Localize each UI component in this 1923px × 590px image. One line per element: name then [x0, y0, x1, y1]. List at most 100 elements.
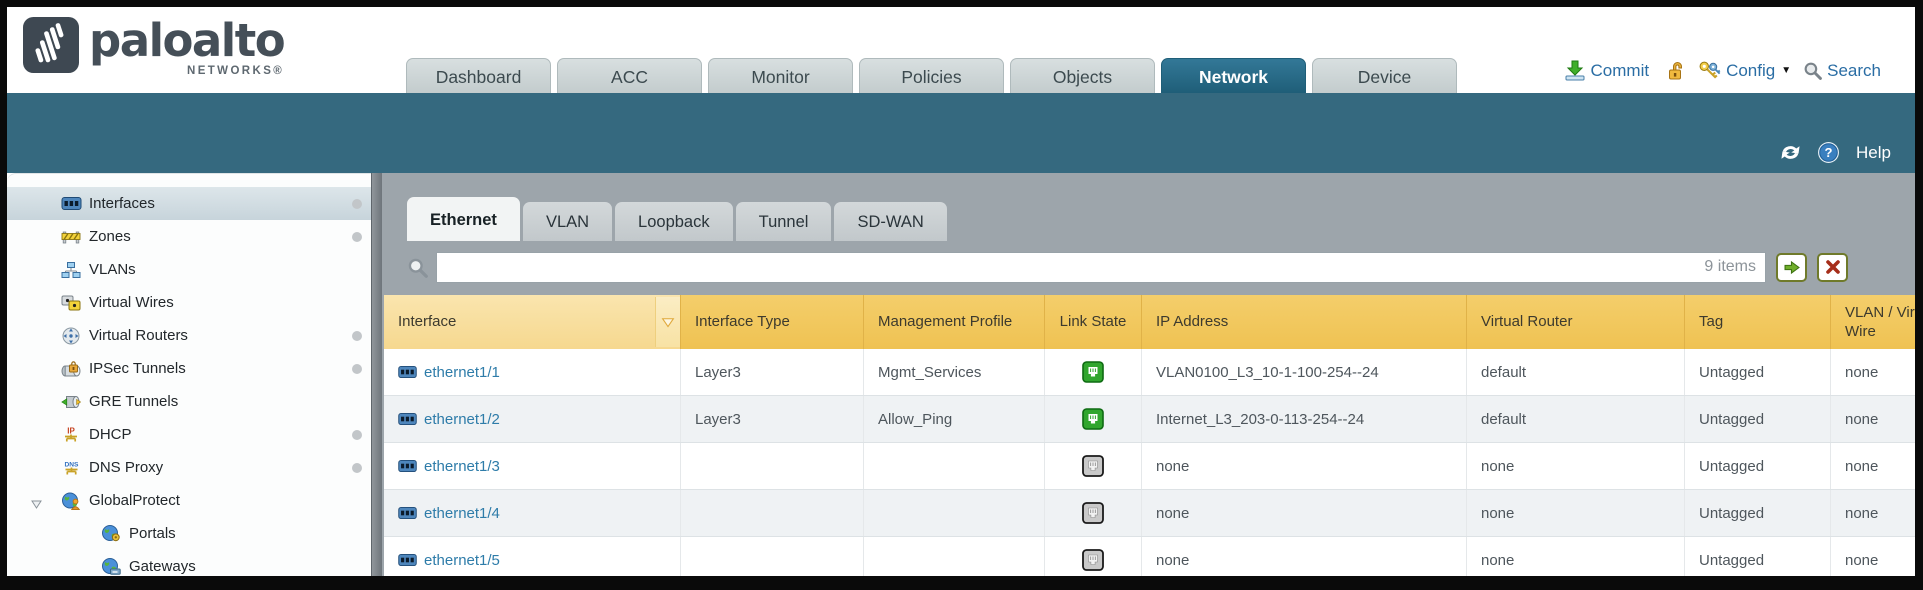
interface-link[interactable]: ethernet1/5 [424, 551, 500, 569]
sidebar-item-label: Interfaces [89, 195, 155, 212]
main-content: Ethernet VLAN Loopback Tunnel SD-WAN 9 items [382, 173, 1915, 576]
item-dot [352, 330, 362, 341]
cell-ip-address: none [1142, 490, 1467, 536]
table-row: ethernet1/5 none none Untagged none [384, 537, 1915, 576]
search-button[interactable]: Search [1827, 60, 1881, 80]
cell-link-state [1045, 396, 1142, 442]
gre-tunnels-icon [59, 394, 83, 410]
column-header-tag[interactable]: Tag [1685, 295, 1831, 349]
interface-link[interactable]: ethernet1/4 [424, 504, 500, 522]
config-keys-icon[interactable] [1698, 60, 1721, 81]
cell-vlan-virtual-wire: none [1831, 396, 1915, 442]
tab-network[interactable]: Network [1161, 58, 1306, 93]
top-nav-tabs: Dashboard ACC Monitor Policies Objects Networ… [406, 58, 1457, 93]
tab-policies[interactable]: Policies [859, 58, 1004, 93]
sidebar-item-label: Virtual Routers [89, 327, 188, 344]
help-icon[interactable]: ? [1817, 141, 1840, 164]
commit-icon[interactable] [1564, 60, 1586, 81]
column-header-management-profile[interactable]: Management Profile [864, 295, 1045, 349]
interface-link[interactable]: ethernet1/2 [424, 410, 500, 428]
subtab-ethernet[interactable]: Ethernet [407, 197, 520, 241]
cell-tag: Untagged [1685, 396, 1831, 442]
interface-link[interactable]: ethernet1/1 [424, 363, 500, 381]
column-header-interface-type[interactable]: Interface Type [681, 295, 864, 349]
cell-interface: ethernet1/5 [384, 537, 681, 576]
cell-management-profile: Mgmt_Services [864, 349, 1045, 395]
expand-triangle-icon[interactable] [31, 496, 42, 513]
column-header-interface[interactable]: Interface [384, 295, 681, 349]
sidebar-item-virtual-wires[interactable]: Virtual Wires [7, 286, 371, 319]
apply-filter-button[interactable] [1776, 252, 1807, 282]
svg-text:IP: IP [67, 426, 75, 435]
sidebar-item-virtual-routers[interactable]: Virtual Routers [7, 319, 371, 352]
subtab-sd-wan[interactable]: SD-WAN [834, 202, 947, 241]
sidebar-item-label: DHCP [89, 426, 132, 443]
top-actions: Commit Config ▼ Search [1564, 60, 1881, 81]
zones-icon [59, 229, 83, 245]
filter-input[interactable] [436, 251, 1766, 283]
cell-tag: Untagged [1685, 490, 1831, 536]
clear-filter-button[interactable] [1817, 252, 1848, 282]
link-state-unknown-icon [1082, 549, 1104, 571]
column-header-ip-address[interactable]: IP Address [1142, 295, 1467, 349]
sidebar-item-label: Virtual Wires [89, 294, 174, 311]
sidebar-item-gateways[interactable]: Gateways [7, 550, 371, 576]
cell-tag: Untagged [1685, 349, 1831, 395]
subtab-vlan[interactable]: VLAN [522, 202, 613, 241]
cell-link-state [1045, 537, 1142, 576]
sidebar-item-dns-proxy[interactable]: DNS DNS Proxy [7, 451, 371, 484]
help-link[interactable]: Help [1856, 142, 1891, 162]
cell-virtual-router: none [1467, 490, 1685, 536]
ethernet-port-icon [398, 554, 417, 566]
sidebar-item-portals[interactable]: Portals [7, 517, 371, 550]
lock-icon[interactable] [1667, 61, 1686, 81]
table-row: ethernet1/4 none none Untagged none [384, 490, 1915, 537]
column-menu-icon[interactable] [655, 297, 680, 347]
sidebar-item-zones[interactable]: Zones [7, 220, 371, 253]
ethernet-port-icon [398, 366, 417, 378]
interfaces-icon [59, 197, 83, 210]
brand-name: paloalto [89, 14, 286, 67]
cell-ip-address: none [1142, 443, 1467, 489]
interface-link[interactable]: ethernet1/3 [424, 457, 500, 475]
tab-dashboard[interactable]: Dashboard [406, 58, 551, 93]
globalprotect-icon [59, 492, 83, 510]
subtab-loopback[interactable]: Loopback [615, 202, 733, 241]
sidebar-item-interfaces[interactable]: Interfaces [7, 187, 371, 220]
cell-virtual-router: default [1467, 349, 1685, 395]
config-menu[interactable]: Config [1726, 60, 1776, 80]
column-header-link-state[interactable]: Link State [1045, 295, 1142, 349]
column-header-virtual-router[interactable]: Virtual Router [1467, 295, 1685, 349]
sidebar-item-ipsec-tunnels[interactable]: IPSec Tunnels [7, 352, 371, 385]
cell-interface-type: Layer3 [681, 396, 864, 442]
link-state-unknown-icon [1082, 502, 1104, 524]
tab-acc[interactable]: ACC [557, 58, 702, 93]
sidebar-scrollbar[interactable] [371, 173, 382, 576]
table-row: ethernet1/2 Layer3 Allow_Ping Internet_L3_2… [384, 396, 1915, 443]
sidebar-item-dhcp[interactable]: IP DHCP [7, 418, 371, 451]
tab-device[interactable]: Device [1312, 58, 1457, 93]
item-dot [352, 429, 362, 440]
cell-management-profile [864, 490, 1045, 536]
workspace: Interfaces Zones VLANs Virtual Wires Virtual… [7, 173, 1915, 576]
cell-link-state [1045, 349, 1142, 395]
filter-magnifier-icon [407, 257, 428, 278]
commit-button[interactable]: Commit [1590, 60, 1650, 80]
item-dot [352, 198, 362, 209]
sidebar-item-globalprotect[interactable]: GlobalProtect [7, 484, 371, 517]
column-header-vlan-virtual-wire[interactable]: VLAN / Virtual Wire [1831, 295, 1915, 349]
tab-monitor[interactable]: Monitor [708, 58, 853, 93]
subtab-tunnel[interactable]: Tunnel [735, 202, 832, 241]
sidebar-item-gre-tunnels[interactable]: GRE Tunnels [7, 385, 371, 418]
sidebar-nav: Interfaces Zones VLANs Virtual Wires Virtual… [7, 173, 371, 576]
search-magnifier-icon[interactable] [1803, 61, 1823, 80]
refresh-icon[interactable] [1778, 142, 1803, 163]
interface-type-tabs: Ethernet VLAN Loopback Tunnel SD-WAN [407, 197, 1915, 241]
sidebar-item-vlans[interactable]: VLANs [7, 253, 371, 286]
virtual-wires-icon [59, 295, 83, 311]
config-caret-icon[interactable]: ▼ [1781, 65, 1792, 76]
cell-vlan-virtual-wire: none [1831, 537, 1915, 576]
tab-objects[interactable]: Objects [1010, 58, 1155, 93]
sidebar-item-label: GlobalProtect [89, 492, 180, 509]
